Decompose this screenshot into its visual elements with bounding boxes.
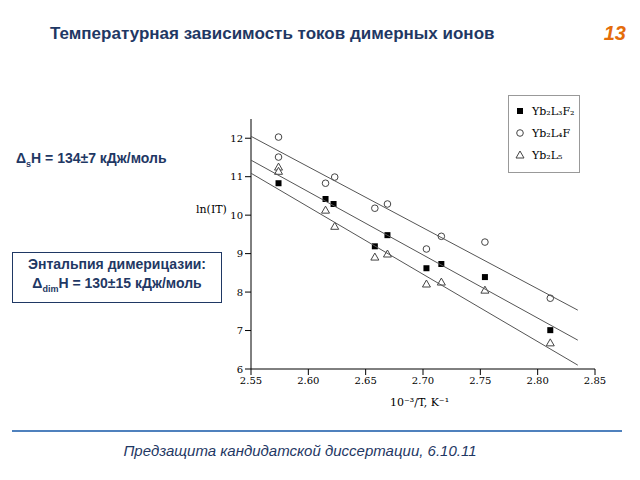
svg-text:7: 7 xyxy=(237,325,243,336)
svg-text:9: 9 xyxy=(237,248,243,259)
svg-text:2.85: 2.85 xyxy=(584,375,606,386)
svg-text:6: 6 xyxy=(237,364,243,375)
svg-text:2.80: 2.80 xyxy=(527,375,549,386)
svg-text:8: 8 xyxy=(237,287,243,298)
html-text:Температурная зависимость токо: Температурная зависимость токов димерных… xyxy=(50,24,495,43)
svg-text:12: 12 xyxy=(230,133,243,144)
html-text:Энтальпия димерицазии:: Энтальпия димерицазии: xyxy=(28,256,206,272)
html-text:13: 13 xyxy=(603,22,626,44)
svg-text:10: 10 xyxy=(230,210,243,221)
svg-text:2.75: 2.75 xyxy=(469,375,491,386)
html-text:Yb₂L₅: Yb₂L₅ xyxy=(532,148,563,162)
svg-text:2.70: 2.70 xyxy=(412,375,434,386)
svg-text:2.55: 2.55 xyxy=(240,375,262,386)
svg-text:2.60: 2.60 xyxy=(297,375,319,386)
html-text:ΔsH = 134±7 кДж/моль: ΔsH = 134±7 кДж/моль xyxy=(16,150,167,169)
html-text:Yb₂L₃F₂: Yb₂L₃F₂ xyxy=(532,104,575,118)
html-text:Yb₂L₄F: Yb₂L₄F xyxy=(532,126,571,140)
svg-text:2.65: 2.65 xyxy=(355,375,377,386)
html-text:Предзащита кандидатской диссер: Предзащита кандидатской диссертации, 6.1… xyxy=(123,442,477,459)
html-text:ΔdimH = 130±15 кДж/моль: ΔdimH = 130±15 кДж/моль xyxy=(32,275,202,294)
html-text:ln(IT): ln(IT) xyxy=(196,203,227,216)
svg-text:11: 11 xyxy=(230,171,243,182)
html-text:10⁻³/T, K⁻¹: 10⁻³/T, K⁻¹ xyxy=(390,396,450,409)
